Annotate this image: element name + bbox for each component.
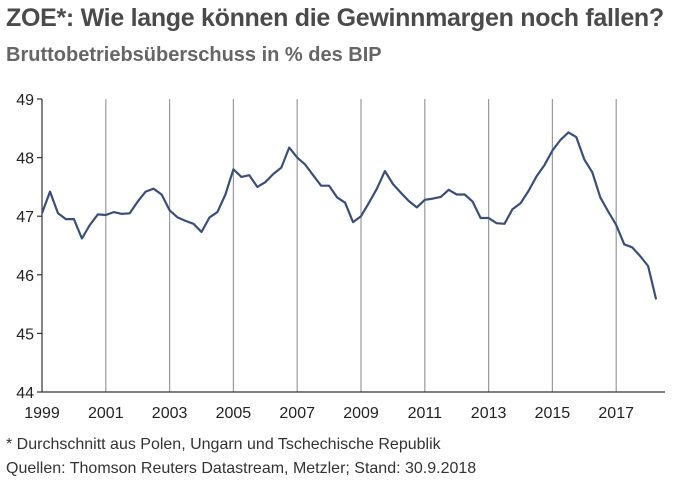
x-axis-ticks: 1999 2001 2003 2005 2007 2009 2011 2013 2015 2017 [24, 405, 634, 422]
footnote: * Durchschnitt aus Polen, Ungarn und Tsc… [6, 436, 441, 453]
series-line [40, 131, 658, 300]
x-tick-label: 2017 [598, 405, 634, 422]
x-tick-label: 1999 [24, 405, 60, 422]
x-tick-label: 2009 [343, 405, 379, 422]
y-tick-label: 44 [16, 385, 34, 402]
source-note: Quellen: Thomson Reuters Datastream, Met… [6, 460, 477, 477]
axes [41, 99, 665, 393]
grid-lines [105, 99, 617, 392]
y-tick-label: 47 [16, 209, 34, 226]
y-tick-label: 45 [16, 326, 34, 343]
x-tick-label: 2011 [408, 405, 443, 422]
y-axis-ticks: 44 45 46 47 48 49 [16, 92, 42, 402]
x-tick-label: 2001 [88, 405, 124, 422]
x-tick-label: 2005 [216, 405, 252, 422]
x-tick-label: 2003 [152, 405, 188, 422]
chart-title: ZOE*: Wie lange können die Gewinnmargen … [6, 4, 664, 32]
x-tick-label: 2013 [471, 405, 507, 422]
y-tick-label: 49 [16, 92, 34, 109]
chart-subtitle: Bruttobetriebsüberschuss in % des BIP [6, 44, 382, 66]
y-tick-label: 48 [16, 151, 34, 168]
y-tick-label: 46 [16, 268, 34, 285]
line-chart: 44 45 46 47 48 49 1999 2001 2003 2005 2007 2009 201… [16, 92, 665, 422]
x-tick-label: 2015 [535, 405, 571, 422]
x-tick-label: 2007 [279, 405, 315, 422]
